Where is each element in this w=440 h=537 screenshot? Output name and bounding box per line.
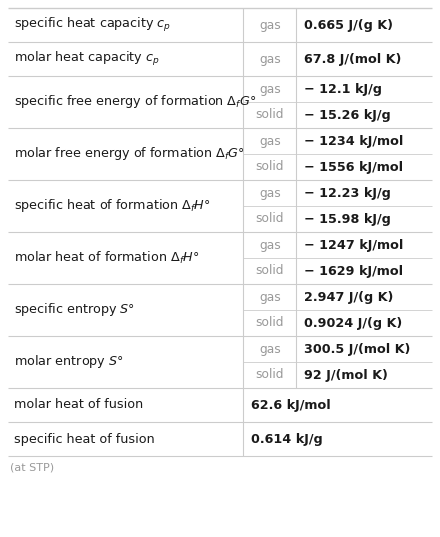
Text: 92 J/(mol K): 92 J/(mol K): [304, 368, 388, 381]
Text: gas: gas: [259, 238, 281, 251]
Text: molar heat capacity $c_p$: molar heat capacity $c_p$: [14, 50, 160, 68]
Text: gas: gas: [259, 343, 281, 355]
Text: gas: gas: [259, 186, 281, 200]
Text: specific heat of formation $\Delta_f H°$: specific heat of formation $\Delta_f H°$: [14, 198, 211, 214]
Text: molar heat of formation $\Delta_f H°$: molar heat of formation $\Delta_f H°$: [14, 250, 199, 266]
Text: specific heat capacity $c_p$: specific heat capacity $c_p$: [14, 16, 171, 34]
Text: 300.5 J/(mol K): 300.5 J/(mol K): [304, 343, 411, 355]
Text: specific entropy $S°$: specific entropy $S°$: [14, 301, 135, 318]
Text: − 1556 kJ/mol: − 1556 kJ/mol: [304, 161, 403, 173]
Text: 62.6 kJ/mol: 62.6 kJ/mol: [251, 398, 331, 411]
Text: − 1629 kJ/mol: − 1629 kJ/mol: [304, 265, 403, 278]
Text: gas: gas: [259, 18, 281, 32]
Text: 0.614 kJ/g: 0.614 kJ/g: [251, 432, 323, 446]
Text: solid: solid: [256, 161, 284, 173]
Text: specific free energy of formation $\Delta_f G°$: specific free energy of formation $\Delt…: [14, 93, 257, 111]
Text: molar heat of fusion: molar heat of fusion: [14, 398, 143, 411]
Text: (at STP): (at STP): [10, 462, 54, 472]
Text: gas: gas: [259, 53, 281, 66]
Text: − 1247 kJ/mol: − 1247 kJ/mol: [304, 238, 403, 251]
Text: specific heat of fusion: specific heat of fusion: [14, 432, 155, 446]
Text: molar entropy $S°$: molar entropy $S°$: [14, 353, 124, 371]
Text: gas: gas: [259, 134, 281, 148]
Text: − 15.26 kJ/g: − 15.26 kJ/g: [304, 108, 391, 121]
Text: solid: solid: [256, 265, 284, 278]
Text: − 15.98 kJ/g: − 15.98 kJ/g: [304, 213, 391, 226]
Text: solid: solid: [256, 316, 284, 330]
Text: gas: gas: [259, 291, 281, 303]
Text: 2.947 J/(g K): 2.947 J/(g K): [304, 291, 394, 303]
Text: solid: solid: [256, 213, 284, 226]
Text: − 1234 kJ/mol: − 1234 kJ/mol: [304, 134, 403, 148]
Text: gas: gas: [259, 83, 281, 96]
Text: 0.665 J/(g K): 0.665 J/(g K): [304, 18, 393, 32]
Text: − 12.23 kJ/g: − 12.23 kJ/g: [304, 186, 391, 200]
Text: solid: solid: [256, 368, 284, 381]
Text: 67.8 J/(mol K): 67.8 J/(mol K): [304, 53, 402, 66]
Text: solid: solid: [256, 108, 284, 121]
Text: molar free energy of formation $\Delta_f G°$: molar free energy of formation $\Delta_f…: [14, 146, 245, 163]
Text: − 12.1 kJ/g: − 12.1 kJ/g: [304, 83, 382, 96]
Text: 0.9024 J/(g K): 0.9024 J/(g K): [304, 316, 403, 330]
